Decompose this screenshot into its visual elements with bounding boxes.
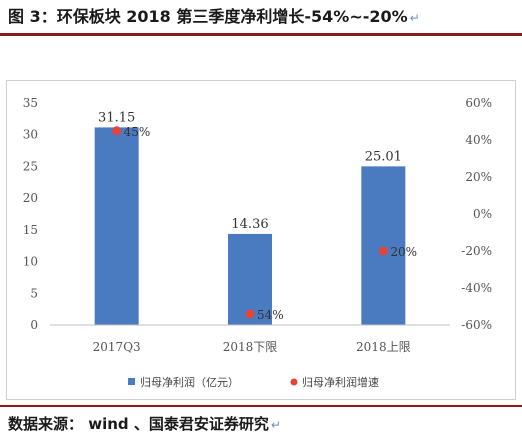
left-axis: 0 5 10 15 20 25 30 35 (23, 96, 38, 332)
legend-bar-label: 归母净利润（亿元） (140, 375, 239, 389)
top-divider (0, 33, 522, 36)
growth-dot (112, 126, 122, 136)
right-axis: -60% -40% -20% 0% 20% 40% 60% (461, 96, 492, 332)
growth-dot (245, 309, 255, 319)
growth-dot (378, 246, 388, 256)
bar (94, 127, 139, 325)
bottom-divider (0, 405, 522, 407)
return-mark-icon: ↵ (409, 11, 420, 25)
right-axis-tick-label: 20% (465, 170, 492, 184)
figure-title: 图 3：环保板块 2018 第三季度净利增长-54%~-20% ↵ (8, 4, 516, 30)
left-axis-tick-label: 20 (23, 191, 38, 205)
x-axis: 2017Q3 2018下限 2018上限 (50, 324, 450, 354)
growth-data-label: 20% (390, 245, 417, 259)
growth-data-label: 54% (257, 308, 284, 322)
x-axis-tick-label: 2017Q3 (93, 340, 141, 354)
right-axis-tick-label: 40% (465, 133, 492, 147)
right-axis-tick-label: 60% (465, 96, 492, 110)
left-axis-tick-label: 5 (30, 286, 38, 300)
legend: 归母净利润（亿元） 归母净利润增速 (128, 375, 379, 389)
data-source-text: 数据来源： wind 、国泰君安证券研究 (8, 415, 269, 433)
legend-dot-swatch (290, 378, 298, 386)
growth-data-label: 45% (124, 125, 151, 139)
right-axis-tick-label: -20% (461, 244, 492, 258)
left-axis-tick-label: 25 (23, 159, 38, 173)
bar (361, 166, 406, 325)
left-axis-tick-label: 15 (23, 223, 38, 237)
left-axis-tick-label: 10 (23, 255, 38, 269)
dot-series: 45% 54% 20% (112, 125, 417, 322)
right-axis-tick-label: -60% (461, 318, 492, 332)
right-axis-tick-label: -40% (461, 281, 492, 295)
legend-bar-swatch (128, 378, 135, 385)
right-axis-tick-label: 0% (473, 207, 492, 221)
left-axis-tick-label: 35 (23, 96, 38, 110)
left-axis-tick-label: 0 (30, 318, 38, 332)
bar-data-label: 25.01 (365, 149, 402, 164)
legend-dot-label: 归母净利润增速 (302, 375, 379, 389)
bar-data-label: 14.36 (231, 217, 268, 232)
figure-title-text: 图 3：环保板块 2018 第三季度净利增长-54%~-20% (8, 7, 408, 26)
return-mark-icon: ↵ (270, 418, 281, 432)
bar-series: 31.15 14.36 25.01 (94, 110, 406, 325)
data-source: 数据来源： wind 、国泰君安证券研究 ↵ (8, 412, 516, 436)
x-axis-tick-label: 2018下限 (223, 340, 278, 354)
bar-data-label: 31.15 (98, 110, 135, 125)
left-axis-tick-label: 30 (23, 128, 38, 142)
x-axis-tick-label: 2018上限 (356, 340, 411, 354)
